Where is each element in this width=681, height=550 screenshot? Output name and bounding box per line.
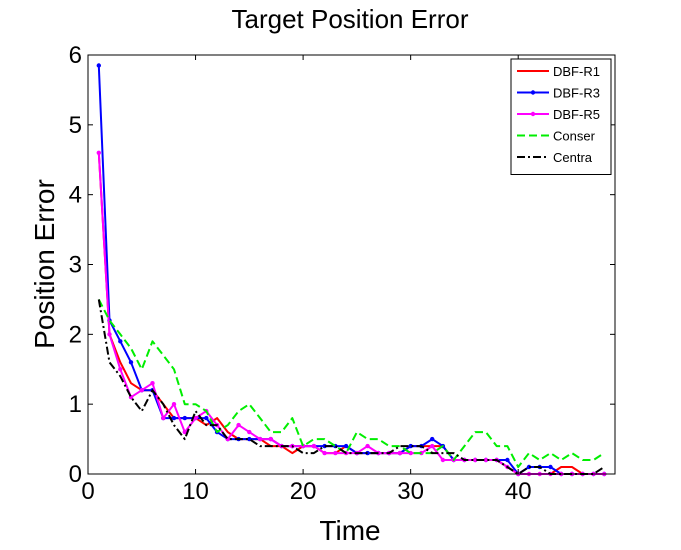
legend-box: [510, 58, 612, 175]
data-point: [96, 63, 102, 68]
data-point: [150, 381, 155, 386]
x-tick-label: 0: [81, 478, 94, 505]
x-tick-label: 20: [290, 478, 317, 505]
data-point: [182, 415, 187, 421]
x-tick-label: 30: [397, 478, 424, 505]
data-point: [526, 464, 532, 470]
y-tick-label: 2: [69, 321, 82, 348]
y-tick-label: 1: [69, 391, 82, 418]
data-point: [505, 457, 510, 463]
data-point: [171, 415, 177, 421]
series-line-conser: [97, 298, 605, 468]
legend-label: Centra: [553, 150, 593, 165]
data-point: [397, 450, 403, 456]
legend-marker: [530, 111, 536, 117]
data-point: [247, 436, 252, 442]
chart-title: Target Position Error: [232, 4, 469, 34]
legend-label: DBF-R1: [553, 64, 600, 79]
data-point: [311, 443, 317, 449]
legend-label: DBF-R5: [553, 107, 600, 122]
y-tick-label: 0: [69, 461, 82, 488]
data-point: [343, 443, 349, 449]
data-point: [96, 150, 102, 155]
data-point: [430, 436, 435, 442]
data-point: [440, 457, 446, 463]
data-point: [128, 360, 134, 365]
data-point: [365, 450, 370, 456]
series-line-centra: [97, 299, 605, 475]
axis-ticks: 0 10 20 30 40 0 1 2 3 4 5 6: [69, 42, 615, 505]
legend-label: Conser: [553, 129, 596, 144]
data-point: [322, 450, 327, 456]
data-point: [268, 436, 273, 442]
data-point: [322, 443, 327, 449]
data-point: [430, 443, 435, 449]
data-point: [483, 457, 489, 463]
data-point: [236, 422, 241, 428]
y-tick-label: 6: [69, 42, 82, 69]
y-axis-label: Position Error: [29, 179, 60, 349]
y-tick-label: 3: [69, 252, 82, 279]
y-tick-label: 5: [69, 112, 82, 139]
legend-marker: [530, 90, 536, 95]
y-tick-label: 4: [69, 182, 82, 209]
data-point: [182, 429, 187, 435]
data-point: [204, 415, 209, 421]
x-tick-label: 10: [182, 478, 209, 505]
data-point: [193, 415, 198, 421]
data-point: [107, 332, 112, 337]
x-tick-label: 40: [505, 478, 532, 505]
data-point: [118, 339, 123, 344]
data-point: [365, 443, 370, 449]
data-point: [247, 429, 252, 435]
data-point: [473, 457, 478, 463]
data-point: [161, 415, 166, 421]
legend: DBF-R1 DBF-R3 DBF-R5 Conser Centra: [510, 58, 612, 175]
data-point: [118, 367, 123, 372]
data-point: [171, 402, 177, 407]
data-point: [408, 443, 413, 449]
data-point: [257, 436, 263, 442]
legend-label: DBF-R3: [553, 86, 600, 101]
data-point: [139, 388, 144, 393]
data-point: [548, 464, 553, 470]
data-point: [333, 450, 338, 456]
x-axis-label: Time: [319, 515, 380, 546]
